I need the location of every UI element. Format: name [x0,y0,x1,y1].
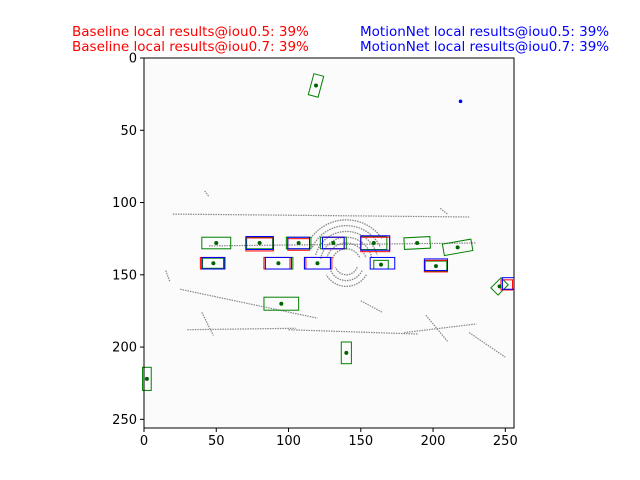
x-tick-label: 100 [276,434,301,449]
x-tick-label: 0 [140,434,148,449]
motionnet-iou07-text: MotionNet local results@iou0.7: 39% [360,39,610,55]
box-center-point [344,350,349,355]
ground-truth-box [263,296,300,311]
baseline-results: Baseline local results@iou0.5: 39% Basel… [72,25,309,55]
box-center-point [433,264,438,269]
box-center-point [313,83,318,88]
ground-truth-box [142,366,152,391]
point-cloud-line [360,300,383,313]
baseline-iou07-text: Baseline local results@iou0.7: 39% [72,39,309,55]
ground-truth-box [202,257,225,269]
point-cloud-arc [325,274,367,287]
point-cloud-line [204,190,210,198]
ground-truth-box [340,341,352,365]
box-center-point [211,261,216,266]
point-cloud-line [180,288,318,319]
motionnet-box [321,236,345,250]
point-cloud-arc [310,219,383,239]
motionnet-box [423,258,449,271]
point-cloud-line [425,314,448,342]
point-cloud-line [468,332,506,358]
motionnet-boxes [201,235,515,290]
y-tick-label: 200 [112,341,137,356]
box-center-point [315,261,320,266]
motionnet-box [360,235,391,251]
point-cloud-arc [334,266,358,276]
point-cloud-line [165,270,171,283]
motionnet-point [458,99,463,104]
y-tick-label: 0 [129,52,137,67]
ground-truth-box [424,260,448,272]
box-center-point [455,245,460,250]
ground-truth-box [201,236,232,250]
ground-truth-box [307,73,325,98]
motionnet-iou05-text: MotionNet local results@iou0.5: 39% [360,24,610,40]
motionnet-box [264,256,292,270]
ground-truth-box [403,236,431,250]
point-cloud-line [209,242,477,247]
point-cloud-line [288,329,419,335]
box-center-point [296,241,301,245]
baseline-iou05-text: Baseline local results@iou0.5: 39% [72,24,309,40]
box-center-point [279,301,284,306]
y-tick-label: 150 [112,268,137,283]
y-tick-label: 50 [120,124,137,139]
motionnet-results: MotionNet local results@iou0.5: 39% Moti… [360,25,609,55]
motionnet-box [287,236,310,250]
x-tick-label: 200 [421,434,446,449]
y-tick-label: 250 [112,413,137,428]
motionnet-box [303,256,331,270]
ground-truth-box [246,236,274,250]
box-center-point [415,241,420,245]
center-points [144,83,502,381]
x-tick-label: 50 [208,434,225,449]
motionnet-box [201,256,226,270]
point-cloud-line [439,207,448,215]
box-center-point [371,241,376,245]
point-cloud-arc [311,225,381,248]
plot-frame [143,57,515,429]
point-cloud-line [404,323,477,334]
motionnet-box [245,235,274,251]
box-center-point [144,376,149,381]
point-cloud-line [201,312,214,336]
box-center-point [257,241,262,245]
ground-truth-box [441,238,474,257]
x-tick-label: 250 [493,434,518,449]
box-center-point [379,262,384,267]
box-center-point [331,241,336,245]
y-tick-label: 100 [112,196,137,211]
x-tick-label: 150 [348,434,373,449]
motionnet-box [369,256,396,270]
box-center-point [276,261,281,266]
point-cloud-line [187,327,296,331]
point-cloud-line [172,213,470,218]
box-center-point [214,241,219,245]
baseline-box [500,279,514,291]
box-center-point [497,284,502,289]
